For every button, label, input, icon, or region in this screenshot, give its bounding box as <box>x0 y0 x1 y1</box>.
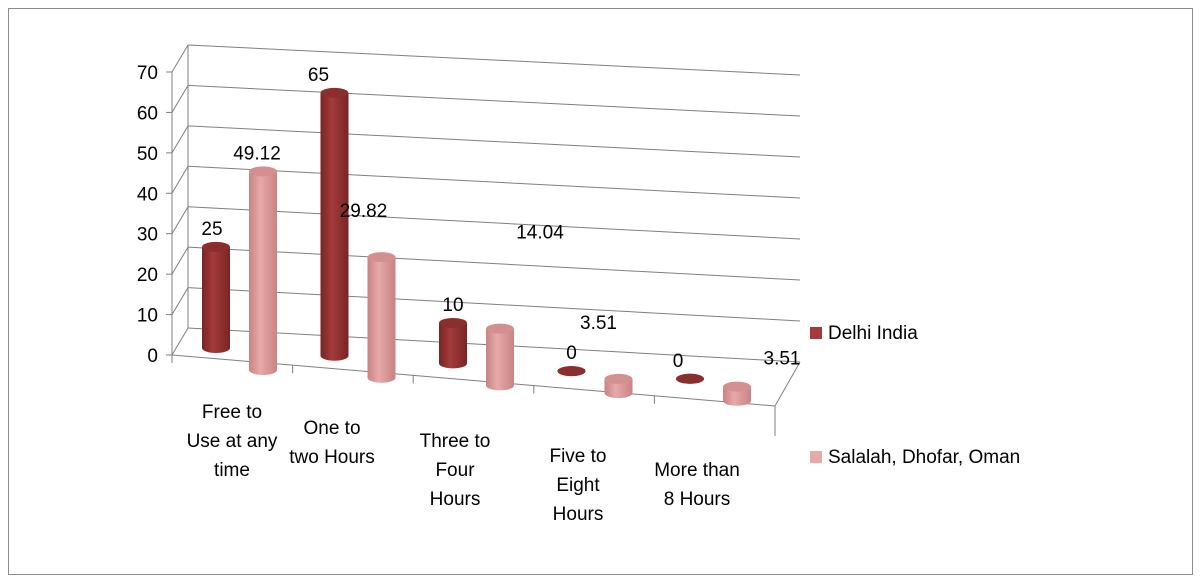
bar-body <box>320 92 349 361</box>
gridline <box>187 44 801 76</box>
bar-body <box>604 378 633 399</box>
data-label: 14.04 <box>516 223 564 244</box>
bar-delhi-4 <box>676 373 704 384</box>
data-label: 10 <box>442 295 463 316</box>
bar-top <box>202 241 230 252</box>
bar-delhi-2 <box>439 317 467 369</box>
category-label: Free to Use at any time <box>187 402 278 481</box>
floor-right-edge <box>774 361 801 407</box>
bar-delhi-0 <box>202 241 230 353</box>
y-tick-label: 40 <box>137 184 158 205</box>
gridlines <box>171 44 801 363</box>
gridline <box>187 287 801 322</box>
legend-label: Salalah, Dhofar, Oman <box>828 447 1020 468</box>
y-tick-label: 30 <box>137 225 158 246</box>
side-gridline <box>171 125 189 154</box>
bar-oman-4 <box>723 381 751 406</box>
bar-oman-2 <box>486 323 514 391</box>
data-label: 0 <box>566 343 577 364</box>
gridline <box>187 206 801 240</box>
bar-top <box>249 166 277 177</box>
gridline <box>187 246 801 281</box>
legend-swatch <box>810 451 822 463</box>
legend-item-0: Delhi India <box>810 323 918 344</box>
category-label: More than 8 Hours <box>654 460 740 510</box>
bar-top <box>439 317 467 328</box>
category-label: One to two Hours <box>289 418 375 468</box>
side-gridline <box>171 206 189 234</box>
bar-top <box>604 373 633 384</box>
bar-body <box>367 257 396 383</box>
category-label: Five to Eight Hours <box>549 446 606 525</box>
gridline <box>187 84 801 117</box>
y-tick-label: 0 <box>147 346 158 367</box>
bar-body <box>249 171 277 375</box>
side-gridline <box>171 327 189 356</box>
y-tick-label: 70 <box>137 63 158 84</box>
y-tick-labels: 0 10 20 30 40 50 60 70 <box>137 63 158 367</box>
side-gridline <box>171 44 189 73</box>
data-label: 3.51 <box>764 349 801 370</box>
data-label: 29.82 <box>340 201 388 222</box>
y-tick-label: 10 <box>137 306 158 327</box>
legend-label: Delhi India <box>828 323 918 344</box>
data-label: 3.51 <box>580 313 617 334</box>
bar-top <box>723 381 751 392</box>
y-tick-label: 60 <box>137 103 158 124</box>
side-gridline <box>171 166 189 194</box>
bars <box>202 87 751 406</box>
legend-swatch <box>810 327 822 339</box>
y-tick-label: 50 <box>137 144 158 165</box>
bar-top <box>676 373 704 384</box>
bar-oman-0 <box>249 166 277 375</box>
data-label: 0 <box>673 351 684 372</box>
bar-delhi-1 <box>320 87 349 361</box>
data-label: 25 <box>201 219 222 240</box>
data-labels: 25 65 10 0 0 49.12 29.82 14.04 3.51 3.51 <box>201 65 800 372</box>
bar-top <box>367 252 396 263</box>
legend-item-1: Salalah, Dhofar, Oman <box>810 447 1020 468</box>
data-label: 65 <box>308 65 329 86</box>
data-label: 49.12 <box>233 143 281 164</box>
legend: Delhi India Salalah, Dhofar, Oman <box>810 323 1020 468</box>
bar-oman-1 <box>367 252 396 383</box>
bar-body <box>202 246 230 353</box>
bar-body <box>723 386 751 406</box>
bar-top <box>320 87 349 98</box>
bar-top <box>486 323 514 334</box>
gridline <box>187 165 801 199</box>
bar-body <box>439 322 467 369</box>
bar-top <box>557 366 586 377</box>
category-label: Three to Four Hours <box>420 431 491 510</box>
gridline <box>187 125 801 158</box>
bar-body <box>486 328 514 391</box>
bar-delhi-3 <box>557 366 586 377</box>
side-gridline <box>171 85 189 113</box>
bar-oman-3 <box>604 373 633 399</box>
side-gridline <box>171 246 189 275</box>
side-gridline <box>171 287 189 315</box>
y-tick-label: 20 <box>137 265 158 286</box>
